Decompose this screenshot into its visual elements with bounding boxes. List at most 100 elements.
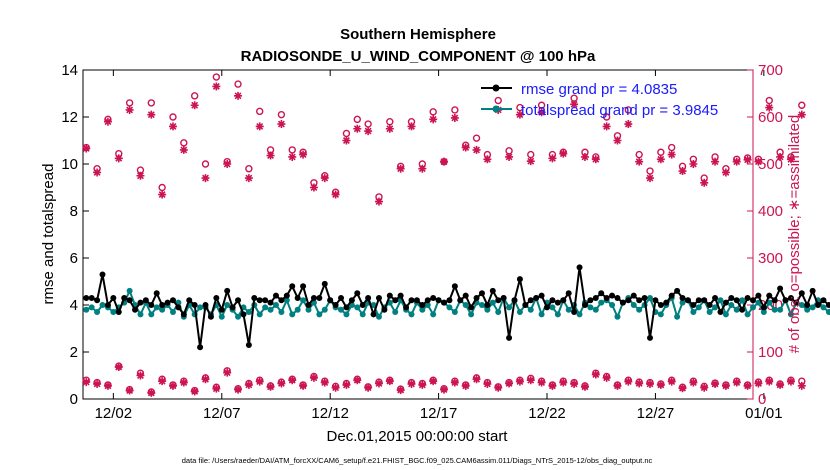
- rmse-point: [430, 294, 437, 301]
- rmse-point: [533, 294, 540, 301]
- rmse-point: [511, 297, 518, 304]
- obs-assimilated-point: [776, 152, 785, 161]
- spread-point: [408, 311, 415, 318]
- rmse-point: [375, 294, 382, 301]
- rmse-point: [478, 290, 485, 297]
- spread-point: [88, 304, 95, 311]
- rmse-point: [684, 297, 691, 304]
- obs-assimilated-point: [440, 157, 449, 166]
- rmse-line: [86, 267, 830, 348]
- spread-point: [283, 297, 290, 304]
- rmse-point: [722, 299, 729, 306]
- rmse-point: [164, 299, 171, 306]
- rmse-point: [798, 290, 805, 297]
- rmse-point: [381, 306, 388, 313]
- rmse-point: [94, 297, 101, 304]
- rmse-point: [625, 297, 632, 304]
- obs-assimilated-point: [721, 168, 730, 177]
- spread-point: [148, 311, 155, 318]
- rmse-point: [554, 299, 561, 306]
- rmse-point: [771, 297, 778, 304]
- obs-low-assimilated-point: [190, 387, 199, 396]
- obs-low-assimilated-point: [179, 378, 188, 387]
- obs-assimilated-point: [418, 164, 427, 173]
- rmse-point: [706, 302, 713, 308]
- obs-low-assimilated-point: [461, 381, 470, 390]
- obs-assimilated-point: [266, 151, 275, 160]
- obs-assimilated-point: [277, 120, 286, 129]
- rmse-point: [603, 294, 610, 301]
- rmse-point: [571, 309, 578, 316]
- y-tick-label-right: 100: [758, 344, 783, 361]
- rmse-point: [825, 302, 830, 308]
- rmse-point: [213, 294, 220, 301]
- obs-low-assimilated-point: [559, 378, 568, 387]
- obs-assimilated-point: [136, 171, 145, 180]
- obs-assimilated-point: [472, 145, 481, 154]
- x-tick-label: 12/12: [311, 405, 349, 422]
- obs-assimilated-point: [548, 154, 557, 163]
- spread-point: [99, 302, 106, 308]
- obs-assimilated-point: [743, 155, 752, 164]
- obs-low-assimilated-point: [797, 381, 806, 390]
- obs-possible-point: [169, 113, 177, 121]
- rmse-point: [657, 302, 664, 308]
- spread-point: [159, 306, 166, 313]
- rmse-point: [473, 294, 480, 301]
- obs-assimilated-point: [309, 183, 318, 192]
- rmse-point: [441, 299, 448, 306]
- obs-assimilated-point: [537, 108, 546, 117]
- plot-area-frame: [82, 69, 754, 400]
- spread-point: [235, 313, 242, 320]
- x-tick-label: 01/01: [745, 405, 783, 422]
- obs-low-assimilated-point: [548, 381, 557, 390]
- obs-assimilated-point: [570, 100, 579, 109]
- x-tick-label: 12/02: [95, 405, 133, 422]
- obs-assimilated-point: [602, 122, 611, 131]
- spread-point: [587, 304, 594, 311]
- spread-point: [636, 306, 643, 313]
- spread-point: [484, 306, 491, 313]
- obs-low-assimilated-point: [299, 381, 308, 390]
- obs-possible-point: [190, 92, 199, 100]
- rmse-point: [419, 302, 426, 308]
- obs-low-assimilated-point: [288, 376, 297, 385]
- rmse-point: [294, 294, 301, 301]
- rmse-point: [495, 297, 502, 304]
- obs-possible-point: [288, 146, 296, 154]
- obs-low-assimilated-point: [429, 377, 438, 386]
- x-tick-label: 12/22: [528, 405, 566, 422]
- obs-low-assimilated-point: [309, 373, 318, 382]
- spread-point: [370, 302, 377, 308]
- footer-data-file: data file: /Users/raeder/DAI/ATM_forcXX/…: [182, 456, 653, 465]
- obs-assimilated-point: [158, 190, 167, 199]
- rmse-point: [300, 283, 307, 290]
- obs-assimilated-point: [711, 157, 720, 166]
- obs-low-assimilated-point: [385, 377, 394, 386]
- spread-point: [712, 304, 719, 311]
- spread-point: [354, 304, 361, 311]
- obs-possible-point: [234, 80, 242, 88]
- rmse-point: [527, 297, 534, 304]
- rmse-point: [343, 304, 350, 311]
- rmse-point: [278, 297, 285, 304]
- rmse-point: [522, 302, 529, 308]
- spread-point: [565, 306, 572, 313]
- spread-point: [722, 311, 729, 318]
- rmse-point: [598, 290, 605, 297]
- obs-low-assimilated-point: [407, 379, 416, 388]
- rmse-point: [750, 297, 756, 304]
- rmse-point: [630, 292, 637, 299]
- spread-point: [706, 309, 713, 316]
- rmse-point: [484, 302, 491, 308]
- obs-low-assimilated-point: [537, 378, 546, 387]
- rmse-point: [235, 297, 242, 304]
- obs-possible-point: [256, 107, 264, 116]
- y-tick-label-right: 600: [758, 109, 783, 126]
- rmse-point: [744, 294, 751, 301]
- rmse-point: [186, 297, 193, 304]
- spread-point: [446, 304, 453, 311]
- obs-assimilated-point: [461, 143, 470, 152]
- rmse-point: [338, 294, 345, 301]
